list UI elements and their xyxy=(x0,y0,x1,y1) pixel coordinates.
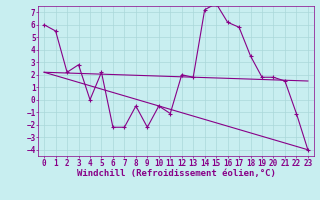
X-axis label: Windchill (Refroidissement éolien,°C): Windchill (Refroidissement éolien,°C) xyxy=(76,169,276,178)
